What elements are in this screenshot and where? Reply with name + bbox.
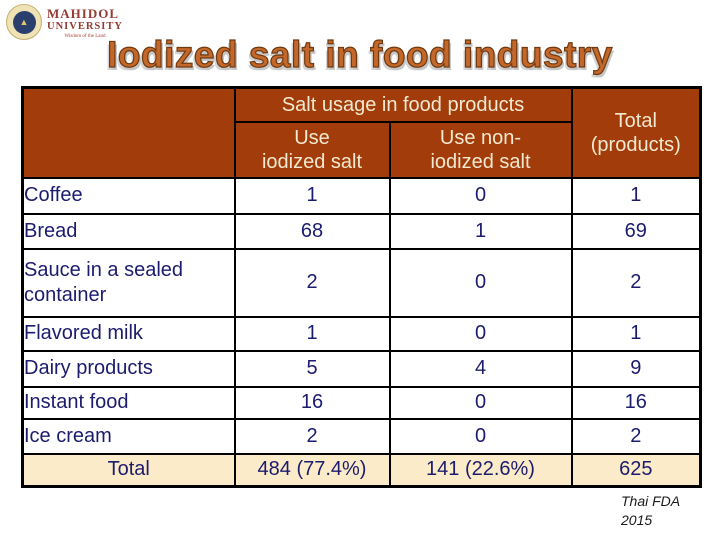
row-label: Dairy products [21,349,236,388]
source-line2: 2015 [621,511,653,528]
row-use-non-iodized: 0 [388,247,573,318]
row-use-non-iodized: 0 [388,315,573,352]
logo-name-line1: MAHIDOL [47,6,119,21]
header-use-iodized-line1: Use [294,126,330,149]
row-label: Ice cream [21,417,236,455]
header-use-iodized-line2: iodized salt [261,150,363,173]
header-use-iodized-cell: Use iodized salt [233,120,391,179]
header-total-line1: Total [614,109,657,132]
mahidol-logo: ▲ MAHIDOL UNIVERSITY Wisdom of the Land [6,4,123,40]
row-use-iodized: 2 [233,417,391,455]
salt-usage-table: Salt usage in food products Total (produ… [21,86,703,488]
row-use-non-iodized: 4 [388,349,573,388]
row-total: 69 [570,212,702,250]
header-use-non-iodized-line1: Use non- [439,126,522,149]
row-use-non-iodized: 0 [388,176,573,215]
row-use-iodized: 5 [233,349,391,388]
table-row: Coffee 1 0 1 [21,176,702,215]
row-label: Flavored milk [21,315,236,352]
row-label: Bread [21,212,236,250]
header-total-cell: Total (products) [570,86,702,179]
total-use-iodized: 484 (77.4%) [233,452,391,488]
mahidol-emblem-icon: ▲ [6,4,42,40]
row-total: 9 [570,349,702,388]
header-total-line2: (products) [590,133,681,156]
row-total: 1 [570,176,702,215]
row-total: 2 [570,247,702,318]
row-use-non-iodized: 1 [388,212,573,250]
logo-text: MAHIDOL UNIVERSITY Wisdom of the Land [47,4,123,40]
header-empty-cell [21,86,236,179]
total-products: 625 [570,452,702,488]
row-label: Sauce in a sealed container [21,247,236,318]
row-use-iodized: 68 [233,212,391,250]
table-row: Flavored milk 1 0 1 [21,315,702,352]
mahidol-emblem-center-icon: ▲ [12,10,36,34]
header-use-non-iodized-line2: iodized salt [430,150,531,173]
source-line1: Thai FDA [621,493,681,509]
logo-motto: Wisdom of the Land [64,33,106,39]
row-total: 2 [570,417,702,455]
row-use-non-iodized: 0 [388,385,573,420]
row-use-iodized: 2 [233,247,391,318]
header-group-cell: Salt usage in food products [233,86,573,123]
row-use-non-iodized: 0 [388,417,573,455]
row-use-iodized: 1 [233,315,391,352]
row-label: Coffee [21,176,236,215]
table-row: Dairy products 5 4 9 [21,349,702,388]
table-row: Bread 68 1 69 [21,212,702,250]
row-total: 1 [570,315,702,352]
logo-name-line2: UNIVERSITY [47,20,123,32]
total-row-label: Total [21,452,236,488]
row-use-iodized: 1 [233,176,391,215]
row-use-iodized: 16 [233,385,391,420]
header-use-non-iodized-cell: Use non- iodized salt [388,120,573,179]
table-row: Instant food 16 0 16 [21,385,702,420]
source-citation: Thai FDA 2015 [621,492,680,530]
slide-title: Iodized salt in food industry [107,33,613,75]
row-label: Instant food [21,385,236,420]
table-row: Sauce in a sealed container 2 0 2 [21,247,702,318]
total-use-non-iodized: 141 (22.6%) [388,452,573,488]
row-total: 16 [570,385,702,420]
table-row: Ice cream 2 0 2 [21,417,702,455]
table-total-row: Total 484 (77.4%) 141 (22.6%) 625 [21,452,702,488]
